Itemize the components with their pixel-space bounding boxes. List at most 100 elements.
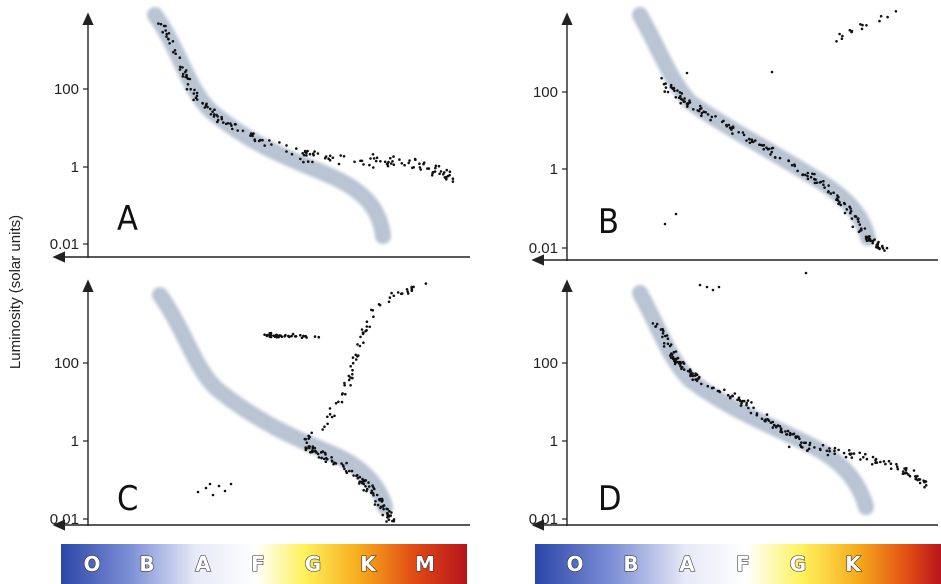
star-point (822, 179, 825, 183)
star-point (686, 369, 690, 373)
star-point (356, 476, 360, 480)
star-point (392, 518, 396, 521)
y-tick-label: 1 (71, 433, 79, 450)
star-point (308, 435, 312, 439)
star-point (328, 413, 332, 416)
star-point (431, 170, 435, 174)
y-axis-label: Luminosity (solar units) (7, 215, 24, 369)
star-point (754, 139, 757, 142)
star-point (813, 181, 817, 185)
star-point (315, 451, 318, 454)
star-point (848, 28, 852, 32)
star-point (261, 138, 264, 142)
star-point (779, 427, 783, 430)
star-point (331, 460, 334, 463)
star-point (372, 315, 375, 319)
star-point (770, 70, 774, 74)
star-point (321, 450, 325, 453)
star-point (833, 449, 836, 453)
spectral-gradient (61, 544, 467, 584)
star-point (755, 413, 759, 417)
main-sequence-band-core (636, 289, 870, 511)
star-point (770, 150, 773, 154)
star-point (334, 401, 338, 405)
star-point (347, 378, 351, 382)
star-point (301, 152, 305, 155)
star-point (311, 447, 315, 450)
star-point (184, 70, 187, 74)
star-point (669, 85, 673, 89)
star-point (370, 489, 374, 493)
star-point (358, 475, 362, 479)
star-point (371, 309, 375, 312)
star-point (161, 30, 164, 34)
star-point (368, 163, 371, 167)
star-point (434, 166, 437, 170)
star-point (213, 108, 216, 111)
y-tick-label: 0.01 (50, 236, 79, 253)
star-point (343, 383, 346, 387)
star-point (867, 235, 870, 238)
star-point (700, 114, 703, 118)
star-point (700, 111, 704, 115)
star-point (853, 215, 857, 218)
star-point (294, 335, 298, 338)
hr-panel-b: 100 1 0.01 B (529, 7, 938, 275)
star-point (825, 449, 829, 453)
star-point (806, 449, 809, 452)
star-point (230, 124, 233, 127)
star-point (859, 458, 862, 461)
star-point (750, 401, 753, 404)
star-point (165, 35, 168, 38)
star-point (800, 441, 803, 444)
star-point (837, 202, 840, 206)
star-point (878, 19, 881, 23)
star-point (864, 452, 867, 456)
star-point (737, 396, 741, 400)
star-point (313, 335, 317, 338)
star-point (876, 242, 879, 245)
star-point (279, 334, 283, 338)
star-point (392, 155, 395, 158)
star-point (828, 449, 831, 453)
star-point (741, 131, 745, 134)
star-point (328, 154, 332, 158)
star-point (317, 456, 321, 459)
star-point (683, 97, 686, 100)
star-point (865, 457, 869, 461)
star-point (403, 163, 406, 167)
star-point (185, 87, 189, 91)
star-point (330, 456, 333, 459)
star-point (691, 372, 694, 376)
star-point (354, 353, 358, 357)
star-point (682, 362, 686, 365)
star-point (705, 285, 709, 289)
star-point (737, 131, 740, 134)
spectral-class-g: G (790, 552, 806, 576)
star-point (224, 122, 228, 126)
star-point (351, 361, 355, 365)
star-point (186, 77, 190, 80)
star-point (211, 110, 214, 113)
star-point (410, 285, 413, 289)
star-point (253, 138, 256, 141)
star-point (904, 467, 908, 471)
star-point (912, 469, 916, 472)
star-point (378, 303, 382, 307)
star-point (835, 40, 838, 43)
star-point (745, 139, 748, 142)
star-point (258, 138, 262, 142)
star-point (668, 344, 672, 348)
star-point (304, 334, 308, 338)
star-point (316, 152, 320, 155)
star-point (188, 77, 192, 81)
star-point (305, 154, 308, 157)
star-point (204, 486, 208, 490)
star-point (923, 485, 926, 489)
star-point (406, 292, 410, 295)
star-point (194, 96, 198, 100)
star-point (229, 122, 232, 125)
star-point (924, 480, 928, 483)
star-point (689, 370, 693, 373)
star-point (863, 227, 867, 230)
